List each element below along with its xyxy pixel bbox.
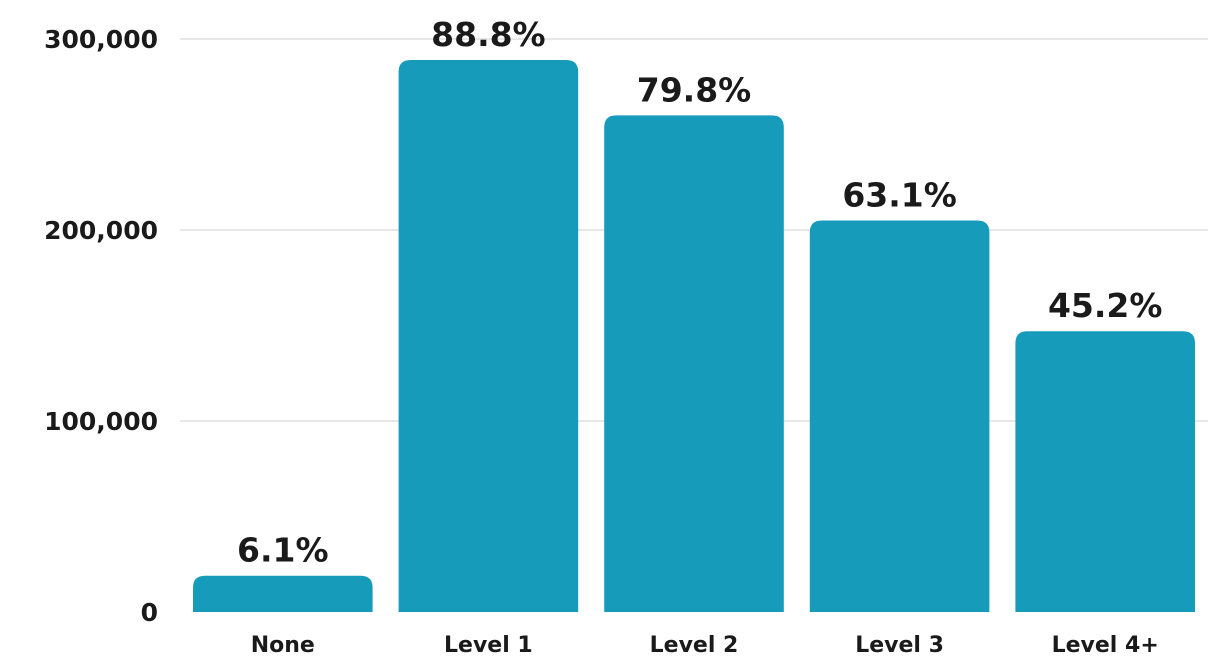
- y-axis-tick-labels: 0 100,000 200,000 300,000: [44, 25, 158, 627]
- y-tick-label: 0: [141, 598, 158, 627]
- category-label: Level 2: [650, 633, 739, 658]
- bar-level-2: [604, 115, 784, 613]
- y-tick-label: 200,000: [44, 216, 158, 245]
- category-label: None: [251, 633, 315, 658]
- data-label: 63.1%: [842, 175, 957, 214]
- bar-level-3: [809, 220, 990, 612]
- category-label: Level 3: [855, 633, 944, 658]
- data-label: 79.8%: [637, 70, 752, 109]
- bar-none: [193, 575, 373, 612]
- y-tick-label: 300,000: [44, 25, 158, 54]
- data-label: 45.2%: [1048, 286, 1163, 325]
- x-axis-category-labels: None Level 1 Level 2 Level 3 Level 4+: [251, 633, 1159, 658]
- bar-level-4: [1015, 331, 1195, 612]
- data-label: 6.1%: [237, 531, 329, 570]
- data-labels: 6.1% 88.8% 79.8% 63.1% 45.2%: [237, 15, 1162, 570]
- y-tick-label: 100,000: [44, 407, 158, 436]
- category-label: Level 1: [444, 633, 533, 658]
- category-label: Level 4+: [1052, 633, 1159, 658]
- bar-level-1: [398, 60, 579, 612]
- bars: [193, 60, 1195, 613]
- data-label: 88.8%: [431, 15, 546, 54]
